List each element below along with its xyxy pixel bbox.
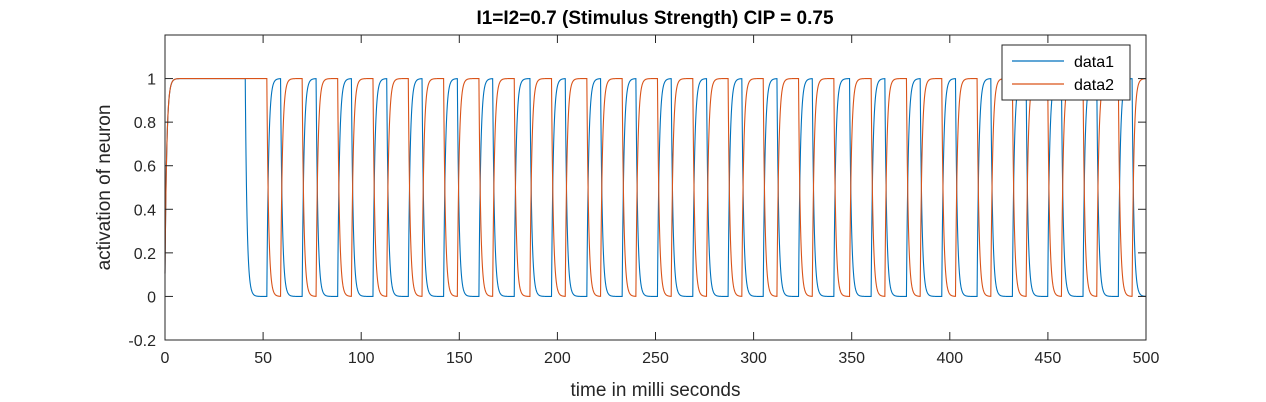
legend-label: data2 (1074, 77, 1114, 94)
x-tick-label: 300 (740, 350, 767, 367)
y-tick-label: 1 (147, 72, 156, 89)
legend-label: data1 (1074, 54, 1114, 71)
x-axis-label: time in milli seconds (571, 380, 741, 401)
legend-box (1001, 44, 1131, 101)
x-tick-label: 500 (1133, 350, 1160, 367)
legend: data1 data2 (1001, 44, 1131, 101)
series-layer (164, 78, 1146, 297)
x-tick-label: 450 (1035, 350, 1062, 367)
x-tick-label: 200 (544, 350, 571, 367)
y-tick-label: 0.4 (134, 202, 156, 219)
y-tick-label: 0.6 (134, 159, 156, 176)
y-tick-label: 0 (147, 289, 156, 306)
y-tick-label: 0.2 (134, 246, 156, 263)
x-tick-label: 150 (446, 350, 473, 367)
y-tick-label: 0.8 (134, 115, 156, 132)
x-tick-label: 0 (161, 350, 170, 367)
x-tick-label: 350 (838, 350, 865, 367)
x-tick-label: 250 (642, 350, 669, 367)
x-tick-label: 50 (254, 350, 272, 367)
y-axis-label: activation of neuron (94, 105, 115, 271)
plot-area (165, 35, 1146, 340)
ticks-layer: 0 50 100 150 200 250 300 350 400 450 500 -0.2 0 0.2 0.… (128, 35, 1159, 367)
series-line-data1 (164, 78, 1146, 297)
x-tick-label: 400 (936, 350, 963, 367)
chart-title: I1=I2=0.7 (Stimulus Strength) CIP = 0.75 (476, 8, 834, 29)
x-tick-label: 100 (348, 350, 375, 367)
series-line-data2 (164, 78, 1146, 297)
y-tick-label: -0.2 (128, 333, 156, 350)
